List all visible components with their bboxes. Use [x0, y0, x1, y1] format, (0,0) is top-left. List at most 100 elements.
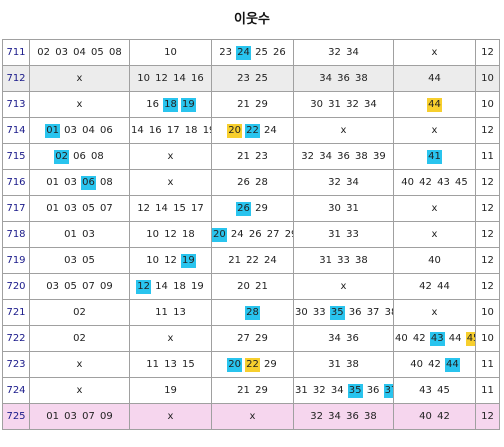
number: 24 [264, 124, 277, 136]
number: 27 [266, 228, 280, 240]
number: 10 [146, 254, 159, 266]
number: 36 [366, 384, 380, 396]
number: 29 [255, 202, 268, 214]
highlighted-number: 22 [245, 357, 260, 372]
table-row: 713 x 16 18 19 21 29 30 31 32 34 44 10 [2, 91, 500, 118]
cell-group-1-9: 01 03 04 06 [29, 117, 130, 144]
number: 36 [348, 306, 362, 318]
round-number: 716 [2, 169, 30, 196]
highlighted-number: 20 [212, 227, 227, 242]
highlighted-number: 02 [54, 149, 69, 164]
cell-group-10s: 16 18 19 [129, 91, 212, 118]
number: 01 [46, 176, 59, 188]
number: 28 [255, 176, 268, 188]
cell-group-40s: x [393, 299, 476, 326]
highlighted-number: 22 [245, 123, 260, 138]
cell-group-40s: 41 [393, 143, 476, 170]
cell-group-1-9: 03 05 [29, 247, 130, 274]
round-number: 718 [2, 221, 30, 248]
cell-group-10s: 10 12 19 [129, 247, 212, 274]
number: x [340, 280, 347, 292]
number: 40 [410, 358, 423, 370]
cell-group-1-9: 01 03 07 09 [29, 403, 130, 430]
cell-group-20s: 26 28 [211, 169, 294, 196]
cell-group-10s: 12 14 18 19 [129, 273, 212, 300]
highlighted-number: 44 [427, 97, 442, 112]
highlighted-number: 26 [236, 201, 251, 216]
neighbor-count: 12 [475, 403, 500, 430]
highlighted-number: 06 [81, 175, 96, 190]
number: 21 [237, 384, 250, 396]
cell-group-30s: 31 33 [293, 221, 394, 248]
number: 08 [91, 150, 104, 162]
cell-group-10s: x [129, 169, 212, 196]
number: 36 [346, 332, 359, 344]
number: 40 [428, 254, 441, 266]
cell-group-30s: 32 34 36 38 39 [293, 143, 394, 170]
table-row: 715 02 06 08 x 21 23 32 34 36 38 39 41 11 [2, 143, 500, 170]
round-number: 722 [2, 325, 30, 352]
round-number: 721 [2, 299, 30, 326]
cell-group-10s: 10 12 14 16 [129, 65, 212, 92]
number: x [431, 124, 438, 136]
highlighted-number: 20 [227, 123, 242, 138]
cell-group-10s: 14 16 17 18 19 [129, 117, 212, 144]
table-row: 725 01 03 07 09 x x 32 34 36 38 40 42 12 [2, 403, 500, 430]
neighbor-count: 12 [475, 273, 500, 300]
number: 14 [131, 124, 144, 136]
cell-group-10s: 11 13 [129, 299, 212, 326]
cell-group-30s: 30 31 [293, 195, 394, 222]
number: 02 [37, 46, 51, 58]
cell-group-40s: 40 42 44 [393, 351, 476, 378]
number: 27 [237, 332, 250, 344]
number: 01 [46, 202, 59, 214]
number: 38 [384, 306, 393, 318]
neighbor-count: 12 [475, 117, 500, 144]
number: 42 [428, 358, 441, 370]
neighbor-count: 12 [475, 39, 500, 66]
number: 11 [146, 358, 159, 370]
cell-group-1-9: 02 [29, 299, 130, 326]
number: 22 [246, 254, 259, 266]
number: 25 [255, 46, 268, 58]
number: 30 [310, 98, 323, 110]
number: 12 [164, 228, 177, 240]
number: 10 [164, 46, 177, 58]
number: 34 [364, 98, 377, 110]
number: x [167, 332, 174, 344]
number: x [431, 46, 438, 58]
number: 34 [328, 332, 341, 344]
highlighted-number: 35 [347, 383, 363, 398]
cell-group-1-9: x [29, 65, 130, 92]
highlighted-number: 24 [236, 45, 251, 60]
number: 44 [428, 72, 441, 84]
cell-group-10s: 19 [129, 377, 212, 404]
number: 21 [255, 280, 268, 292]
number: 14 [173, 72, 186, 84]
number: 36 [337, 72, 350, 84]
number: 23 [237, 72, 250, 84]
number: 38 [364, 410, 377, 422]
number: 30 [295, 306, 308, 318]
number: 31 [346, 202, 359, 214]
number: 40 [395, 332, 408, 344]
highlighted-number: 45 [465, 331, 475, 346]
cell-group-10s: 11 13 15 [129, 351, 212, 378]
number: 32 [312, 384, 326, 396]
number: 19 [202, 124, 211, 136]
cell-group-40s: 44 [393, 91, 476, 118]
cell-group-1-9: 02 03 04 05 08 [29, 39, 130, 66]
number: 09 [100, 280, 113, 292]
highlighted-number: 43 [429, 331, 445, 346]
neighbor-count: 10 [475, 65, 500, 92]
cell-group-40s: 40 [393, 247, 476, 274]
number: 33 [312, 306, 326, 318]
number: 29 [255, 384, 268, 396]
number: 29 [284, 228, 293, 240]
number: 03 [64, 254, 77, 266]
number: 36 [346, 410, 359, 422]
cell-group-1-9: x [29, 377, 130, 404]
